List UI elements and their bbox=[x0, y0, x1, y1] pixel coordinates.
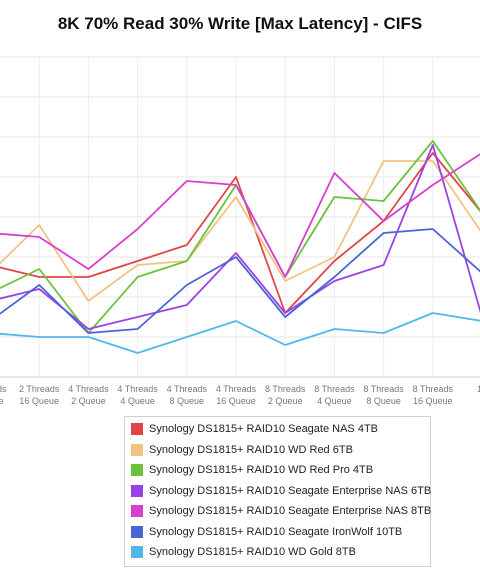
legend-swatch bbox=[131, 423, 143, 436]
x-tick-label: 8 Threads 8 Queue bbox=[363, 384, 404, 406]
legend-item: Synology DS1815+ RAID10 WD Gold 8TB bbox=[125, 542, 430, 563]
legend-item: Synology DS1815+ RAID10 WD Red 6TB bbox=[125, 440, 430, 461]
x-tick-label: 2 Threads 16 Queue bbox=[19, 384, 60, 406]
legend-label: Synology DS1815+ RAID10 Seagate IronWolf… bbox=[149, 525, 403, 538]
series-line-7 bbox=[0, 312, 480, 354]
chart-title: 8K 70% Read 30% Write [Max Latency] - CI… bbox=[57, 14, 423, 33]
legend-item: Synology DS1815+ RAID10 WD Red Pro 4TB bbox=[125, 460, 430, 481]
x-tick-label: 4 Threads 4 Queue bbox=[117, 384, 158, 406]
series-line-2 bbox=[0, 160, 480, 302]
x-tick-label: ThreadsQueue bbox=[0, 384, 7, 406]
legend-label: Synology DS1815+ RAID10 Seagate NAS 4TB bbox=[149, 423, 378, 436]
x-tick-label: 4 Threads 2 Queue bbox=[68, 384, 109, 406]
x-tick-label: 8 Threads 4 Queue bbox=[314, 384, 355, 406]
legend-item: Synology DS1815+ RAID10 Seagate NAS 4TB bbox=[125, 419, 430, 440]
series-line-6 bbox=[0, 228, 480, 334]
legend-swatch bbox=[131, 546, 143, 559]
x-tick-label: 8 Threads 16 Queue bbox=[413, 384, 454, 406]
legend-label: Synology DS1815+ RAID10 Seagate Enterpri… bbox=[149, 484, 432, 497]
grid-lines bbox=[0, 56, 480, 378]
legend-label: Synology DS1815+ RAID10 WD Red Pro 4TB bbox=[149, 464, 374, 477]
legend-label: Synology DS1815+ RAID10 WD Red 6TB bbox=[149, 443, 353, 456]
series-line-3 bbox=[0, 140, 480, 334]
legend-item: Synology DS1815+ RAID10 Seagate Enterpri… bbox=[125, 481, 432, 502]
legend-swatch bbox=[131, 525, 143, 538]
legend-label: Synology DS1815+ RAID10 WD Gold 8TB bbox=[149, 546, 356, 559]
legend-label: Synology DS1815+ RAID10 Seagate Enterpri… bbox=[149, 505, 432, 518]
legend-swatch bbox=[131, 505, 143, 518]
x-tick-label: 4 Threads 8 Queue bbox=[167, 384, 208, 406]
legend-swatch bbox=[131, 484, 143, 497]
x-tick-label: 4 Threads 16 Queue bbox=[216, 384, 257, 406]
legend-item: Synology DS1815+ RAID10 Seagate IronWolf… bbox=[125, 522, 430, 543]
legend-item: Synology DS1815+ RAID10 Seagate Enterpri… bbox=[125, 501, 432, 522]
legend: Synology DS1815+ RAID10 Seagate NAS 4TB S… bbox=[124, 416, 431, 567]
x-tick-label: 8 Threads 2 Queue bbox=[265, 384, 306, 406]
legend-swatch bbox=[131, 443, 143, 456]
series-line-4 bbox=[0, 144, 480, 330]
series-line-5 bbox=[0, 153, 480, 278]
legend-swatch bbox=[131, 464, 143, 477]
series-lines bbox=[0, 140, 480, 354]
